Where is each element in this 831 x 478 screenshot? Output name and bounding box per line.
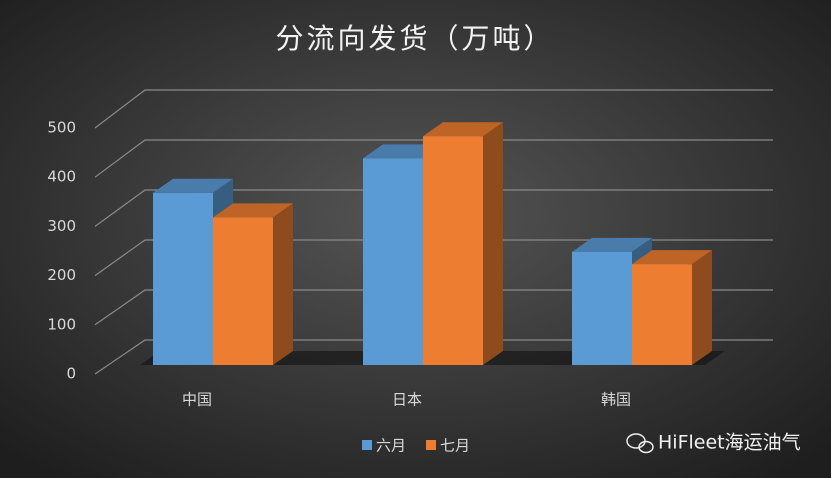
y-tick-label: 300 (47, 217, 76, 235)
bar (153, 192, 213, 365)
bar-side (273, 203, 293, 365)
legend-label: 七月 (440, 437, 470, 455)
bar-top (213, 203, 293, 218)
y-tick-label: 400 (47, 168, 76, 186)
watermark-text: HiFleet海运油气 (658, 432, 801, 454)
bar (572, 251, 632, 365)
bar-top (572, 237, 652, 252)
bar (213, 217, 273, 365)
bar-side (483, 122, 503, 365)
grid-line (94, 289, 773, 326)
bar-top (423, 122, 503, 137)
grid-line (94, 239, 773, 277)
grid-line (94, 89, 773, 129)
wechat-icon (638, 440, 654, 454)
y-tick-label: 200 (47, 266, 76, 284)
bar (632, 264, 692, 365)
bar (363, 158, 423, 365)
grid-line (94, 339, 773, 375)
x-tick-label: 韩国 (601, 391, 631, 409)
legend-swatch (362, 440, 372, 450)
bar-top (632, 250, 712, 265)
grid-line (94, 189, 773, 227)
bar-side (692, 250, 712, 365)
y-tick-label: 100 (47, 315, 76, 333)
grid-line (94, 139, 773, 178)
bar (423, 136, 483, 365)
chart-title: 分流向发货（万吨） (275, 22, 554, 55)
y-tick-label: 500 (47, 119, 76, 137)
x-tick-label: 中国 (182, 391, 212, 409)
legend-label: 六月 (376, 437, 406, 455)
y-tick-label: 0 (66, 365, 76, 383)
legend-swatch (426, 440, 436, 450)
x-tick-label: 日本 (392, 391, 422, 409)
bar-top (153, 178, 233, 193)
watermark: HiFleet海运油气 (626, 432, 801, 454)
